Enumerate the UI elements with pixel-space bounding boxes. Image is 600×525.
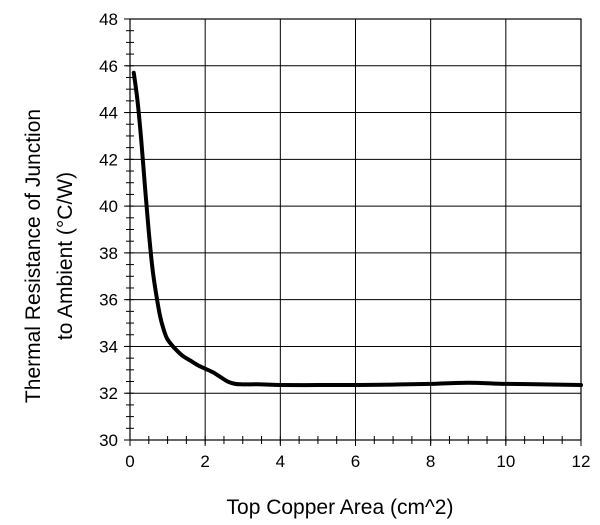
series-line	[131, 70, 583, 388]
plot-frame	[129, 18, 582, 441]
x-tick-labels: 0 2 4 6 8 10 12	[125, 452, 590, 471]
y-tick-label: 32	[99, 384, 118, 403]
x-tick-label: 6	[351, 452, 360, 471]
x-tick-label: 12	[572, 452, 591, 471]
x-tick-label: 2	[200, 452, 209, 471]
y-tick-label: 40	[99, 197, 118, 216]
grid	[130, 19, 581, 440]
y-tick-label: 30	[99, 431, 118, 450]
y-tick-label: 36	[99, 291, 118, 310]
x-tick-label: 10	[496, 452, 515, 471]
y-axis-label: Thermal Resistance of Junction to Ambien…	[22, 109, 77, 403]
y-tick-label: 34	[99, 337, 118, 356]
y-tick-labels: 30 32 34 36 38 40 42 44 46 48	[99, 10, 118, 450]
series-layer	[131, 70, 583, 388]
y-axis-label-line-1: Thermal Resistance of Junction	[22, 109, 45, 403]
x-tick-label: 4	[276, 452, 285, 471]
x-axis-label: Top Copper Area (cm^2)	[227, 496, 454, 519]
y-tick-label: 44	[99, 104, 118, 123]
x-tick-label: 0	[125, 452, 134, 471]
minor-ticks	[124, 18, 582, 446]
y-tick-label: 42	[99, 150, 118, 169]
y-axis-label-line-2: to Ambient (°C/W)	[54, 172, 77, 340]
y-tick-label: 48	[99, 10, 118, 29]
y-tick-label: 38	[99, 244, 118, 263]
x-tick-label: 8	[426, 452, 435, 471]
y-tick-label: 46	[99, 57, 118, 76]
